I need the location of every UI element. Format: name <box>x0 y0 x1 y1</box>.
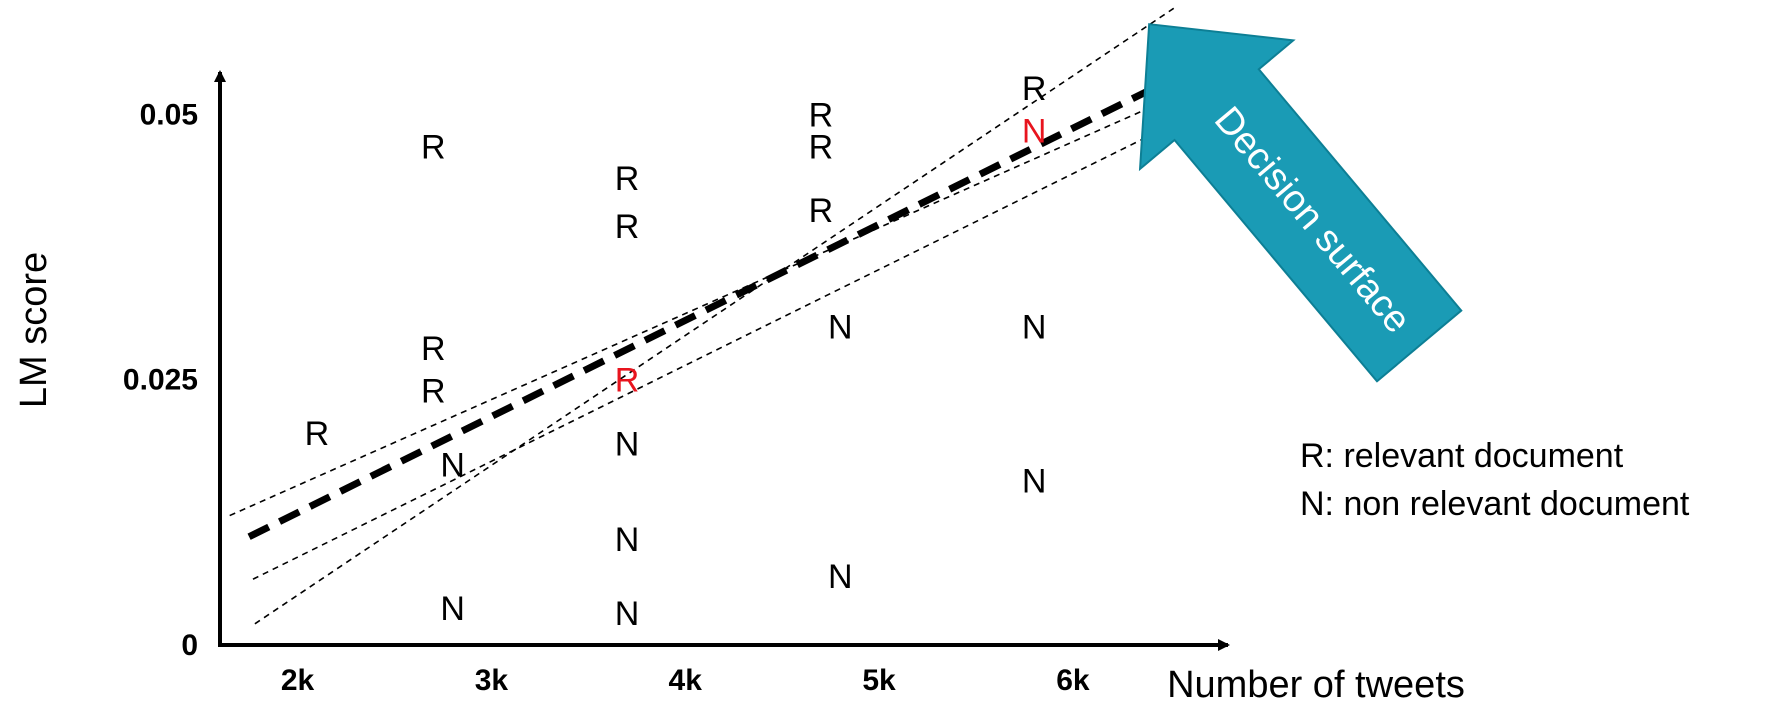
point-non-relevant: N <box>1022 309 1047 347</box>
point-relevant: R <box>1022 70 1047 108</box>
point-relevant: R <box>305 415 330 453</box>
axes <box>214 70 1230 651</box>
decision-line-alt-2 <box>252 100 1219 580</box>
point-non-relevant: N <box>1022 463 1047 501</box>
point-relevant: R <box>615 362 640 400</box>
point-relevant: R <box>809 192 834 230</box>
point-relevant: R <box>809 128 834 166</box>
decision-lines <box>229 7 1220 625</box>
x-tick-label: 2k <box>281 664 315 697</box>
point-non-relevant: N <box>615 425 640 463</box>
point-non-relevant: N <box>828 309 853 347</box>
y-tick-label: 0.05 <box>140 98 198 131</box>
decision-line-alt-1 <box>229 76 1219 517</box>
point-relevant: R <box>615 160 640 198</box>
point-relevant: R <box>615 208 640 246</box>
point-non-relevant: N <box>440 590 465 628</box>
point-relevant: R <box>421 330 446 368</box>
point-non-relevant: N <box>828 558 853 596</box>
x-tick-label: 4k <box>669 664 703 697</box>
point-non-relevant: N <box>615 521 640 559</box>
x-tick-label: 5k <box>862 664 896 697</box>
legend-item-relevant: R: relevant document <box>1300 437 1624 475</box>
x-tick-label: 6k <box>1056 664 1090 697</box>
point-relevant: R <box>809 96 834 134</box>
tick-labels: 2k 3k 4k 5k 6k 0 0.025 0.05 <box>123 98 1090 697</box>
point-non-relevant: N <box>440 447 465 485</box>
decision-surface-arrow: Decision surface <box>1138 23 1463 383</box>
decision-line-main <box>247 52 1220 540</box>
y-tick-label: 0 <box>181 629 198 662</box>
point-non-relevant: N <box>615 595 640 633</box>
y-tick-label: 0.025 <box>123 364 198 397</box>
x-axis-label: Number of tweets <box>1167 664 1465 706</box>
legend-item-non-relevant: N: non relevant document <box>1300 485 1690 523</box>
arrow-shape <box>1138 23 1463 383</box>
point-relevant: R <box>421 128 446 166</box>
y-axis-label: LM score <box>13 252 55 408</box>
point-non-relevant: N <box>1022 112 1047 150</box>
x-tick-label: 3k <box>475 664 509 697</box>
decision-line-alt-3 <box>254 7 1175 625</box>
point-relevant: R <box>421 372 446 410</box>
